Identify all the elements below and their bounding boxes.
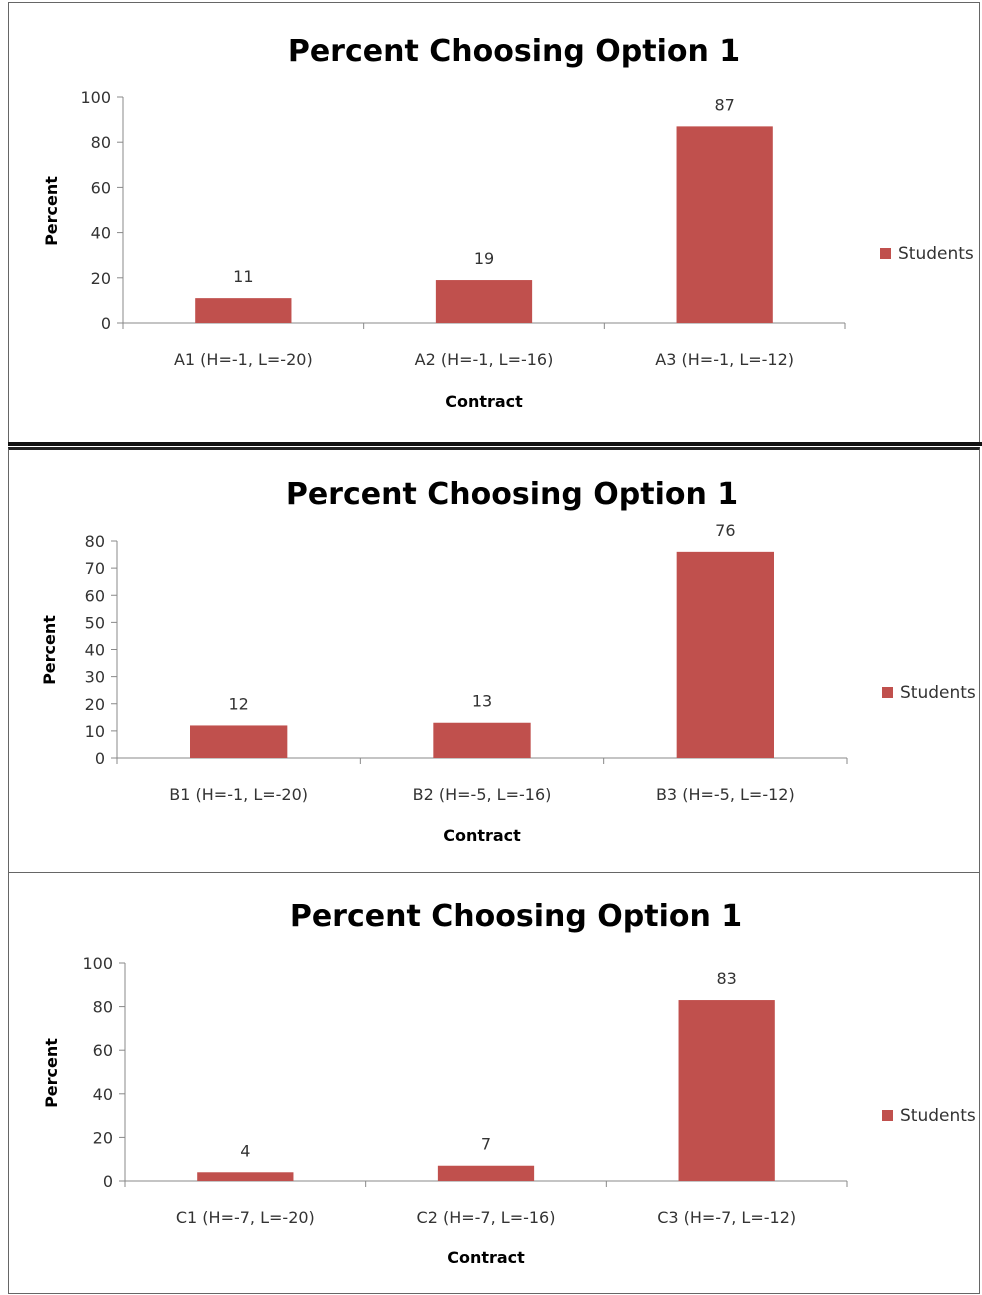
bar xyxy=(676,126,773,323)
y-tick-label: 40 xyxy=(91,224,111,243)
bar xyxy=(195,298,292,323)
category-label: A2 (H=-1, L=-16) xyxy=(415,350,554,369)
bar xyxy=(435,280,533,323)
bar-data-label: 11 xyxy=(233,267,253,286)
y-tick-label: 100 xyxy=(80,88,111,107)
x-axis-title: Contract xyxy=(443,826,521,845)
chart-title: Percent Choosing Option 1 xyxy=(286,477,738,512)
y-axis-title: Percent xyxy=(42,176,61,246)
bar xyxy=(197,1172,294,1181)
y-tick-label: 80 xyxy=(93,998,113,1017)
y-tick-label: 50 xyxy=(85,613,105,632)
bar xyxy=(676,551,774,758)
panel-divider xyxy=(8,442,982,446)
y-tick-label: 0 xyxy=(95,749,105,768)
legend-swatch xyxy=(882,687,893,698)
legend-swatch xyxy=(880,248,891,259)
category-label: A1 (H=-1, L=-20) xyxy=(174,350,313,369)
y-tick-label: 80 xyxy=(85,532,105,551)
bar-data-label: 4 xyxy=(240,1141,250,1160)
category-label: B3 (H=-5, L=-12) xyxy=(656,785,795,804)
y-tick-label: 20 xyxy=(93,1128,113,1147)
bar xyxy=(433,722,531,758)
legend-swatch xyxy=(882,1110,893,1121)
y-axis-title: Percent xyxy=(40,615,59,685)
legend-label: Students xyxy=(900,683,976,703)
bar-data-label: 13 xyxy=(472,692,492,711)
bar xyxy=(437,1165,535,1181)
y-tick-label: 20 xyxy=(85,695,105,714)
bar-chart-svg: Percent Choosing Option 1 0 20 40 60 80 100 Per… xyxy=(42,899,976,1267)
legend-label: Students xyxy=(900,1106,976,1126)
category-label: A3 (H=-1, L=-12) xyxy=(655,350,794,369)
chart-panel-b: Percent Choosing Option 1 0 10 20 30 40 50 60 70… xyxy=(8,447,980,872)
y-tick-label: 40 xyxy=(93,1085,113,1104)
y-tick-label: 30 xyxy=(85,668,105,687)
y-tick-label: 10 xyxy=(85,722,105,741)
bar-data-label: 76 xyxy=(715,521,735,540)
y-axis-title: Percent xyxy=(42,1038,61,1108)
chart-panel-a: Percent Choosing Option 1 0 20 40 60 80 100 Per… xyxy=(8,2,980,442)
bar-data-label: 87 xyxy=(714,95,734,114)
bar-data-label: 83 xyxy=(716,969,736,988)
category-label: B1 (H=-1, L=-20) xyxy=(169,785,308,804)
y-tick-label: 20 xyxy=(91,269,111,288)
y-tick-label: 60 xyxy=(85,586,105,605)
y-tick-label: 60 xyxy=(93,1041,113,1060)
y-tick-label: 60 xyxy=(91,178,111,197)
y-tick-label: 80 xyxy=(91,133,111,152)
chart-title: Percent Choosing Option 1 xyxy=(288,34,740,69)
y-tick-label: 40 xyxy=(85,641,105,660)
bar-data-label: 12 xyxy=(228,694,248,713)
chart-panel-c: Percent Choosing Option 1 0 20 40 60 80 100 Per… xyxy=(8,872,980,1294)
category-label: C1 (H=-7, L=-20) xyxy=(176,1208,315,1227)
bar-chart-svg: Percent Choosing Option 1 0 10 20 30 40 50 60 70… xyxy=(40,477,976,845)
bar-data-label: 19 xyxy=(474,249,494,268)
chart-title: Percent Choosing Option 1 xyxy=(290,899,742,934)
bar-data-label: 7 xyxy=(481,1135,491,1154)
category-label: C2 (H=-7, L=-16) xyxy=(417,1208,556,1227)
category-label: C3 (H=-7, L=-12) xyxy=(657,1208,796,1227)
bar xyxy=(190,725,288,758)
category-label: B2 (H=-5, L=-16) xyxy=(413,785,552,804)
y-tick-label: 70 xyxy=(85,559,105,578)
bar-chart-svg: Percent Choosing Option 1 0 20 40 60 80 100 Per… xyxy=(42,34,974,411)
x-axis-title: Contract xyxy=(447,1248,525,1267)
y-tick-label: 0 xyxy=(101,314,111,333)
y-tick-label: 0 xyxy=(103,1172,113,1191)
bar xyxy=(678,1000,775,1181)
y-tick-label: 100 xyxy=(82,954,113,973)
legend-label: Students xyxy=(898,244,974,264)
x-axis-title: Contract xyxy=(445,392,523,411)
